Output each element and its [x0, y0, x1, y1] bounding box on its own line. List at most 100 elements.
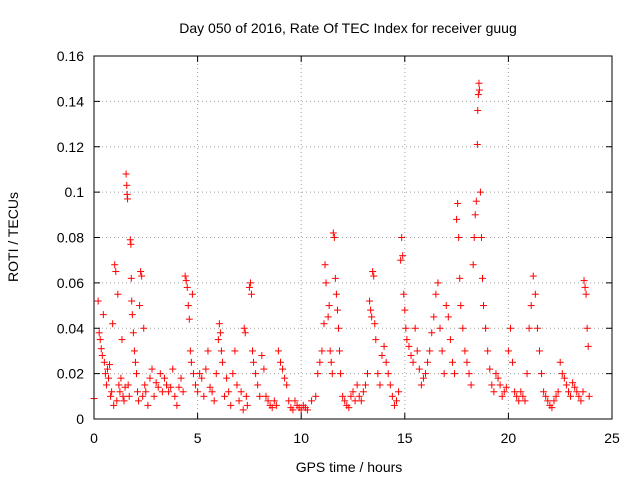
data-point — [303, 406, 311, 414]
data-point — [245, 283, 253, 291]
data-point — [515, 397, 523, 405]
data-point — [216, 329, 224, 337]
data-point — [475, 86, 483, 94]
data-point — [177, 374, 185, 382]
data-point — [509, 358, 517, 366]
data-point — [142, 388, 150, 396]
data-point — [457, 302, 465, 310]
data-point — [140, 324, 148, 332]
chart-title: Day 050 of 2016, Rate Of TEC Index for r… — [179, 20, 516, 36]
data-point — [107, 392, 115, 400]
y-tick-label: 0.06 — [57, 275, 84, 291]
data-point — [480, 302, 488, 310]
data-point — [108, 388, 116, 396]
data-point — [139, 392, 147, 400]
data-point — [189, 370, 197, 378]
data-point — [183, 283, 191, 291]
data-point — [465, 370, 473, 378]
data-point — [128, 297, 136, 305]
data-point — [486, 365, 494, 373]
data-point — [467, 381, 475, 389]
data-point — [192, 381, 200, 389]
y-tick-label: 0.02 — [57, 366, 84, 382]
data-point — [99, 311, 107, 319]
data-point — [401, 306, 409, 314]
data-point — [169, 365, 177, 373]
data-point — [289, 406, 297, 414]
data-point — [345, 404, 353, 412]
data-point — [517, 388, 525, 396]
data-point — [369, 268, 377, 276]
data-point — [182, 277, 190, 285]
data-point — [260, 365, 268, 373]
data-point — [542, 392, 550, 400]
data-point — [272, 401, 280, 409]
data-point — [101, 370, 109, 378]
y-tick-label: 0 — [76, 411, 84, 427]
data-point — [327, 358, 335, 366]
data-point — [397, 256, 405, 264]
data-point — [357, 397, 365, 405]
data-point — [500, 388, 508, 396]
data-point — [558, 370, 566, 378]
data-point — [426, 347, 434, 355]
data-point — [432, 290, 440, 298]
data-point — [316, 358, 324, 366]
data-point — [580, 277, 588, 285]
x-tick-label: 0 — [90, 430, 98, 446]
data-point — [146, 374, 154, 382]
data-point — [351, 397, 359, 405]
data-point — [185, 315, 193, 323]
data-point — [329, 229, 337, 237]
data-point — [403, 336, 411, 344]
data-point — [105, 374, 113, 382]
data-point — [103, 365, 111, 373]
data-point — [279, 365, 287, 373]
data-point — [320, 320, 328, 328]
data-point — [264, 397, 272, 405]
data-point — [202, 365, 210, 373]
data-point — [583, 324, 591, 332]
data-point — [270, 397, 278, 405]
data-point — [111, 261, 119, 269]
data-point — [367, 306, 375, 314]
data-point — [400, 290, 408, 298]
data-point — [223, 374, 231, 382]
data-point — [388, 392, 396, 400]
data-point — [476, 188, 484, 196]
data-point — [521, 397, 529, 405]
data-point — [148, 365, 156, 373]
data-point — [186, 347, 194, 355]
data-point — [98, 351, 106, 359]
data-point — [552, 392, 560, 400]
data-point — [106, 361, 114, 369]
data-point — [482, 324, 490, 332]
data-point — [235, 397, 243, 405]
data-point — [217, 347, 225, 355]
data-point — [125, 392, 133, 400]
data-point — [120, 397, 128, 405]
data-point — [436, 324, 444, 332]
data-point — [498, 392, 506, 400]
data-point — [184, 302, 192, 310]
data-point — [361, 381, 369, 389]
data-point — [454, 199, 462, 207]
data-point — [581, 283, 589, 291]
data-point — [194, 388, 202, 396]
data-point — [470, 234, 478, 241]
data-point — [424, 358, 432, 366]
data-point — [579, 388, 587, 396]
data-point — [214, 336, 222, 344]
data-point — [459, 324, 467, 332]
data-point — [538, 370, 546, 378]
data-point — [349, 388, 357, 396]
data-point — [473, 140, 481, 148]
data-point — [550, 397, 558, 405]
data-point — [519, 392, 527, 400]
data-point — [110, 401, 118, 409]
data-point — [163, 381, 171, 389]
data-point — [428, 329, 436, 337]
data-point — [575, 392, 583, 400]
data-point — [502, 383, 510, 391]
data-point — [123, 181, 131, 189]
